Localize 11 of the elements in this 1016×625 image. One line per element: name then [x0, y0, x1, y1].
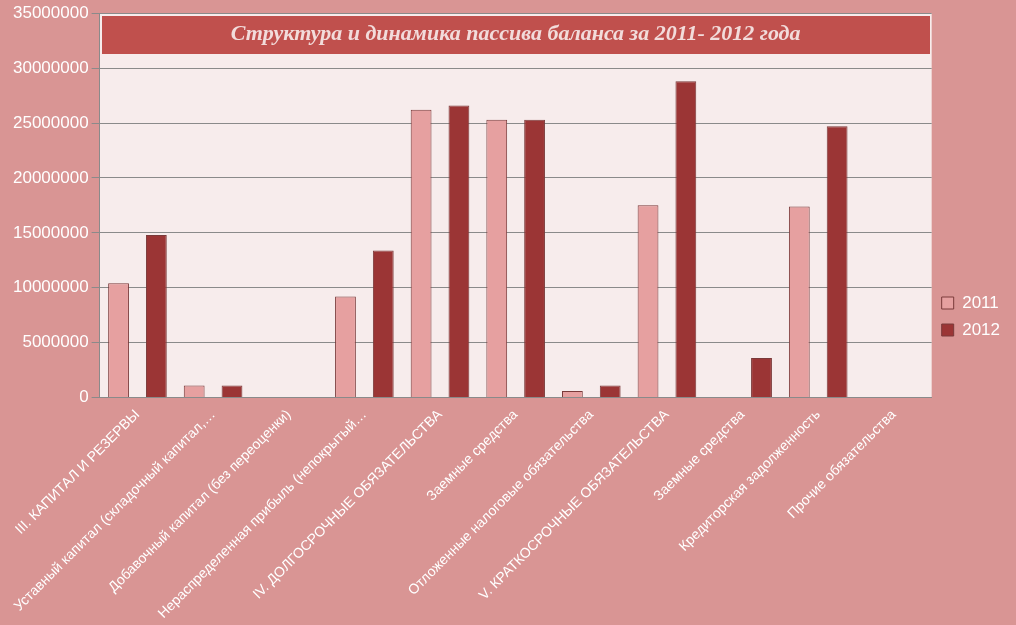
legend-label: 2011	[962, 292, 999, 312]
chart-title: Структура и динамика пассива баланса за 2011- 2012 года	[230, 20, 801, 46]
y-tick-label: 10000000	[13, 277, 89, 297]
legend-label: 2012	[962, 319, 1001, 339]
y-tick-label: 15000000	[13, 222, 89, 242]
y-tick-label: 20000000	[13, 167, 89, 187]
y-tick-label: 35000000	[13, 2, 89, 22]
y-tick-label: 30000000	[13, 57, 89, 77]
y-tick-label: 5000000	[22, 332, 89, 352]
y-tick-label: 25000000	[13, 112, 89, 132]
y-tick-label: 0	[79, 387, 89, 407]
